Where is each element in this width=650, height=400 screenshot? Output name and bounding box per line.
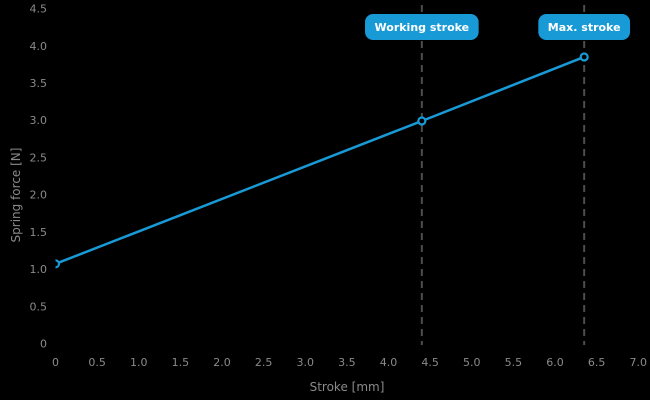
data-point-marker [579,52,589,62]
x-axis-tick-labels: 0 0.5 1.0 1.5 2.0 2.5 3.0 3.5 4.0 4.5 5.0 5.5 6.0 6.5… [52,356,647,369]
y-axis-title: Spring force [N] [9,148,23,243]
x-tick-label: 4.0 [380,356,398,369]
data-series [55,52,589,269]
y-tick-label: 2.0 [30,189,48,202]
y-axis-tick-labels: 0 0.5 1.0 1.5 2.0 2.5 3.0 3.5 4.0 4.5 [30,3,48,351]
y-tick-label: 0 [40,338,47,351]
x-tick-label: 3.5 [338,356,356,369]
data-point-marker [55,259,61,269]
x-tick-label: 0 [52,356,59,369]
y-tick-label: 2.5 [30,151,48,164]
x-tick-label: 3.0 [297,356,315,369]
x-tick-label: 6.0 [546,356,564,369]
y-tick-label: 4.0 [30,40,48,53]
y-tick-label: 1.5 [30,226,48,239]
x-tick-label: 7.0 [630,356,648,369]
working-stroke-badge-label: Working stroke [375,21,470,34]
y-tick-label: 3.5 [30,77,48,90]
y-tick-label: 1.0 [30,263,48,276]
x-tick-label: 2.5 [255,356,273,369]
max-stroke-badge [538,14,631,40]
spring-force-line [55,55,586,266]
y-tick-label: 4.5 [30,3,48,16]
x-tick-label: 1.0 [130,356,148,369]
x-tick-label: 4.5 [421,356,439,369]
y-tick-label: 3.0 [30,114,48,127]
annotation-dashed-lines [420,5,586,345]
max-stroke-badge-label: Max. stroke [548,21,621,34]
data-point-marker [417,116,427,126]
x-tick-label: 0.5 [88,356,106,369]
x-tick-label: 6.5 [588,356,606,369]
x-tick-label: 2.0 [213,356,231,369]
x-tick-label: 5.0 [463,356,481,369]
annotation-badges: Working stroke Max. stroke [365,14,631,40]
x-tick-label: 5.5 [505,356,523,369]
x-axis-title: Stroke [mm] [310,380,385,394]
x-tick-label: 1.5 [172,356,190,369]
working-stroke-badge [365,14,479,40]
y-tick-label: 0.5 [30,300,48,313]
